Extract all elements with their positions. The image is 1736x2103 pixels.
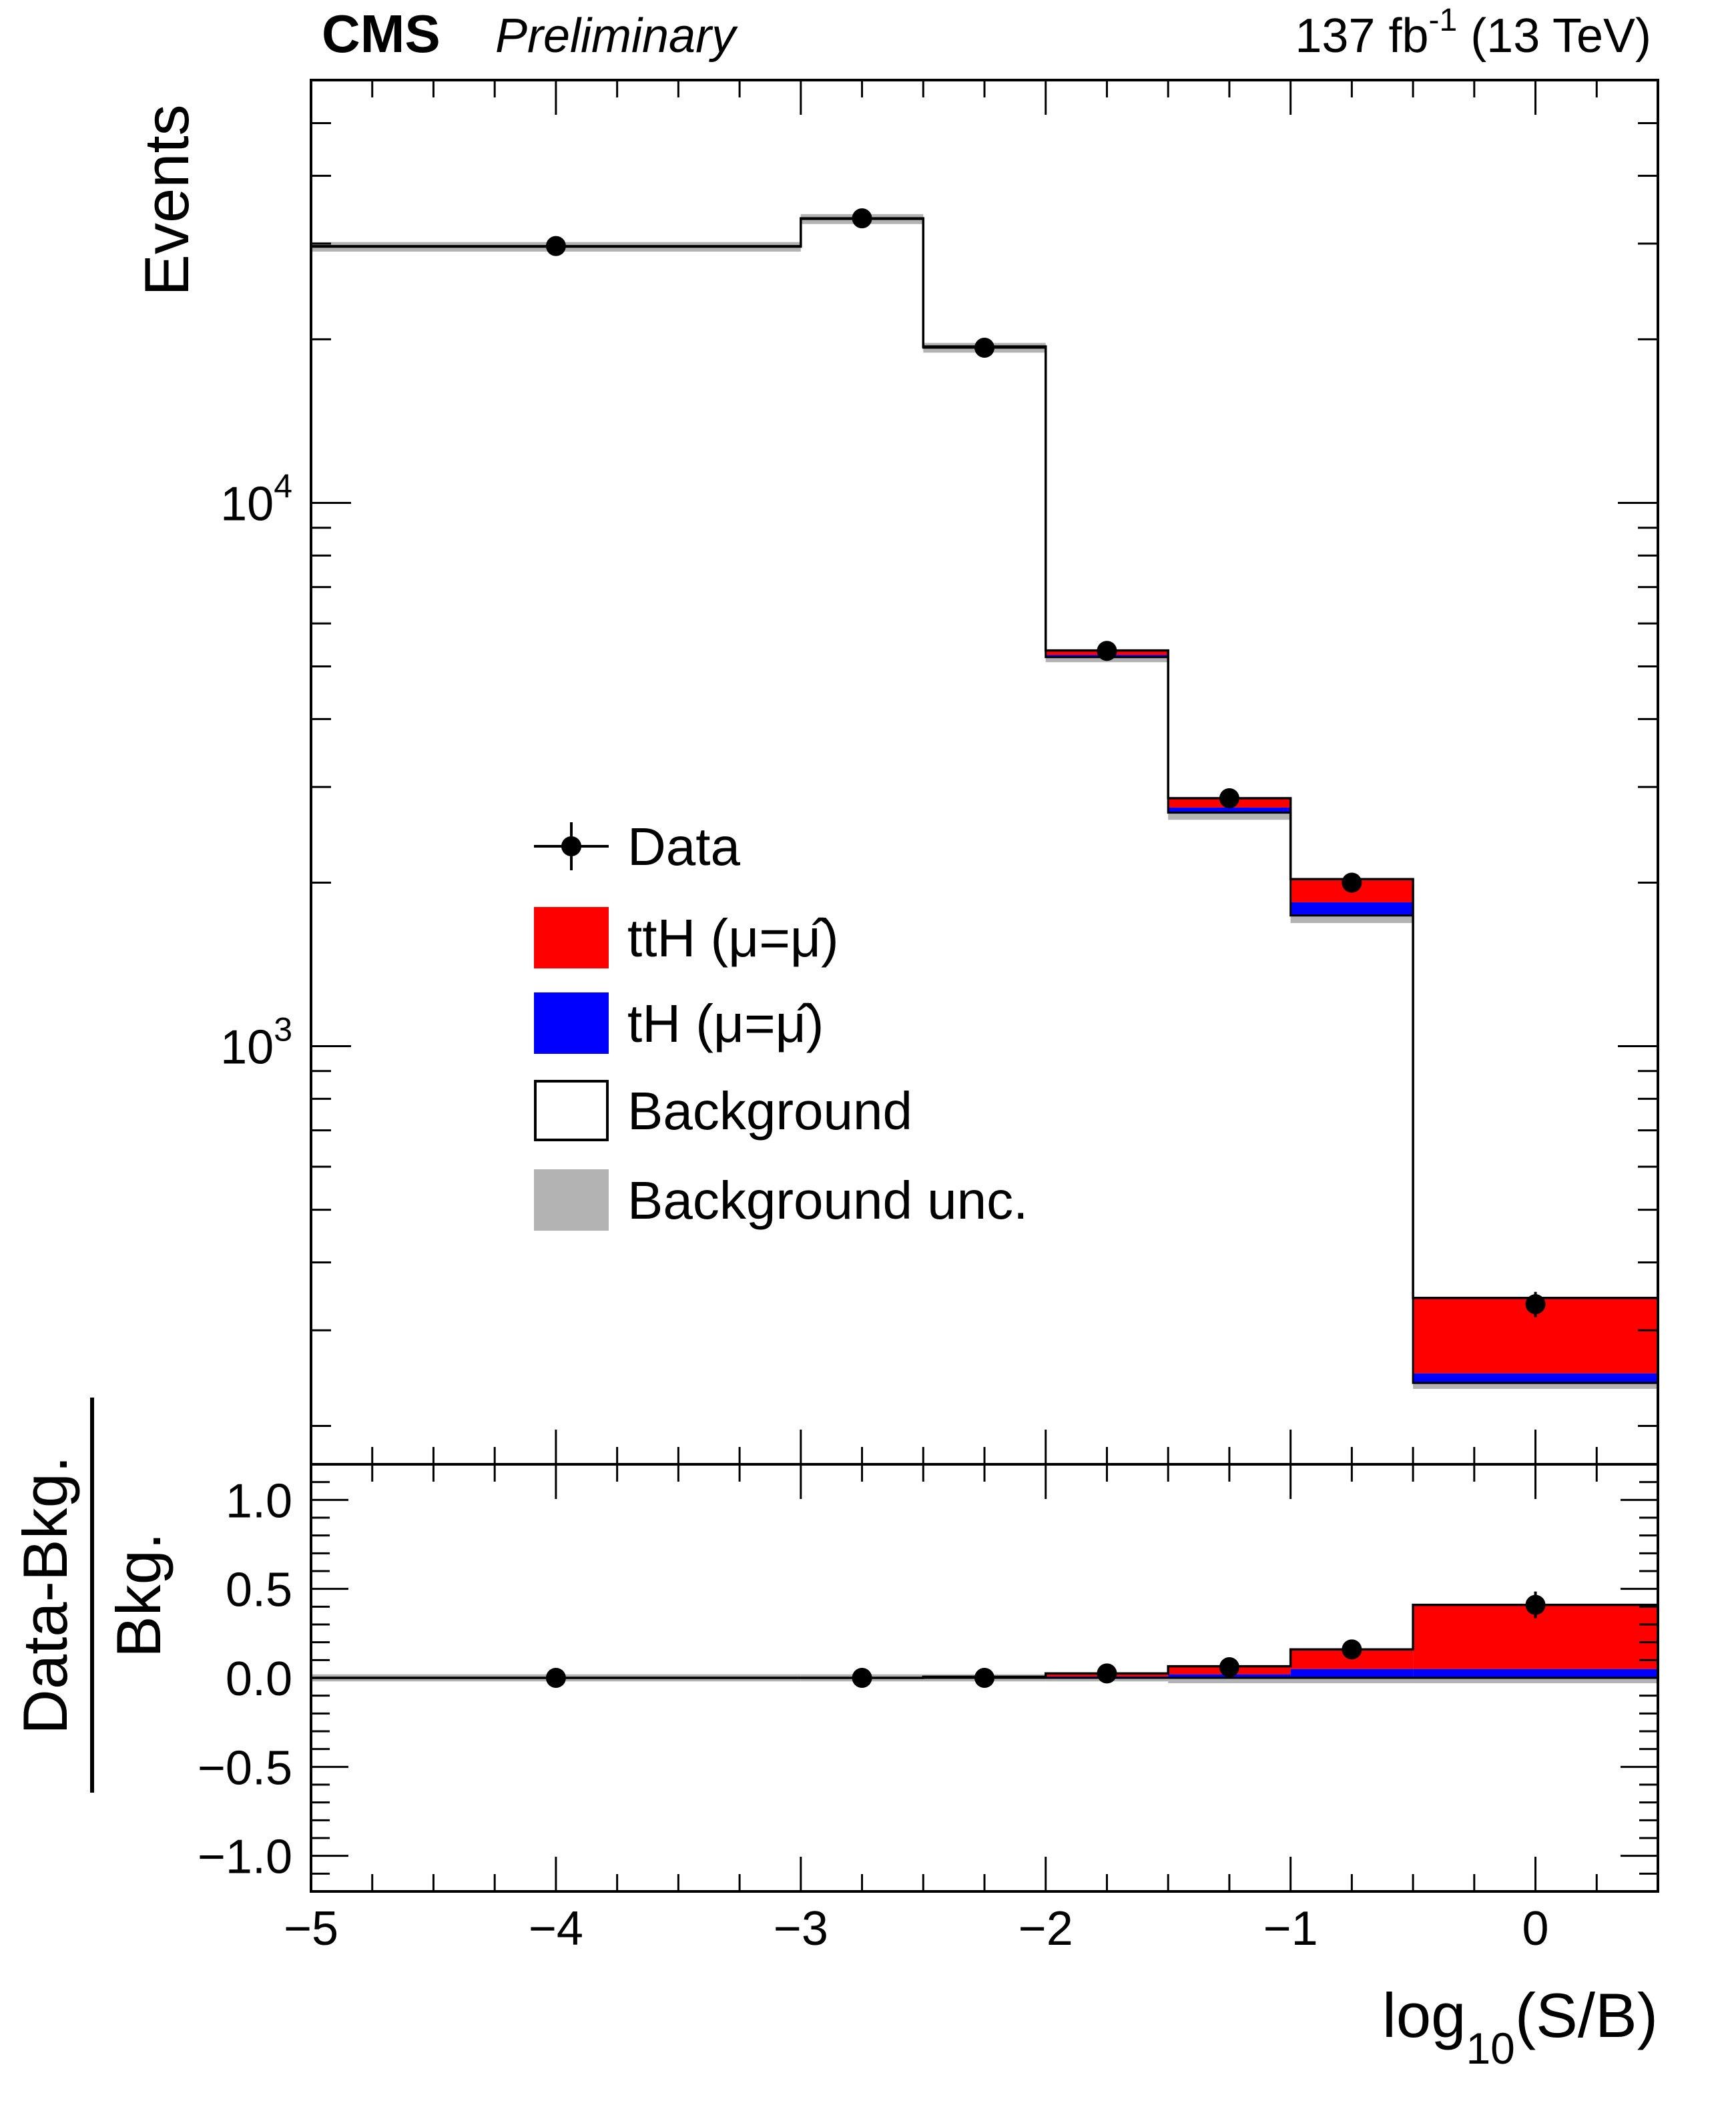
ratio-data-point	[1525, 1594, 1546, 1615]
data-point	[545, 236, 566, 256]
ratio-plot-frame	[310, 1463, 1659, 1893]
ratio-data-point	[1097, 1663, 1117, 1684]
legend-background-swatch	[534, 1080, 609, 1141]
main-fills	[311, 214, 1658, 1390]
legend-data-label: Data	[627, 817, 740, 876]
legend-tth-swatch	[534, 907, 609, 968]
legend-unc-swatch	[534, 1169, 609, 1231]
ratio-data-point	[545, 1668, 566, 1688]
ratio-y-tick-labels: −1.0 −0.5 0.0 0.5 1.0	[198, 1474, 292, 1883]
status-label: Preliminary	[495, 9, 738, 63]
ratio-y-tick-label: 1.0	[226, 1474, 292, 1528]
x-tick-label: −3	[774, 1902, 828, 1956]
ratio-ylabel-denominator: Bkg.	[103, 1532, 174, 1658]
ratio-y-tick-label: 0.0	[226, 1653, 292, 1706]
ratio-data-point	[852, 1668, 872, 1688]
main-plot-frame	[310, 79, 1659, 1466]
th-bar	[1290, 902, 1414, 916]
x-tick-label: −2	[1019, 1902, 1073, 1956]
ratio-th-bar	[1290, 1669, 1414, 1678]
x-tick-label: −4	[529, 1902, 583, 1956]
data-point	[1525, 1294, 1546, 1315]
x-tick-label: 0	[1522, 1902, 1549, 1956]
total-step-line	[311, 217, 1658, 1299]
ratio-signal-step-line	[311, 1603, 1658, 1679]
ratio-data-point	[1342, 1639, 1362, 1660]
main-steps	[311, 217, 1659, 1464]
data-point	[974, 338, 994, 358]
data-point	[1342, 872, 1362, 893]
ratio-y-tick-label: −0.5	[198, 1741, 292, 1795]
ratio-y-axis-title: Data-Bkg. Bkg.	[10, 1398, 174, 1793]
x-tick-labels: −5 −4 −3 −2 −1 0	[284, 1902, 1549, 1956]
data-point	[852, 208, 872, 229]
main-y-tick-label: 104	[220, 467, 292, 531]
background-step-line	[311, 218, 1659, 1464]
legend-unc-label: Background unc.	[627, 1171, 1028, 1230]
data-point	[1097, 641, 1117, 661]
th-bar	[1413, 1373, 1658, 1384]
ratio-data-point	[974, 1668, 994, 1688]
luminosity-label: 137 fb-1 (13 TeV)	[1295, 3, 1651, 63]
x-tick-label: −1	[1263, 1902, 1318, 1956]
legend-data-marker	[561, 836, 581, 856]
legend-background-label: Background	[627, 1081, 912, 1141]
ratio-y-tick-label: −1.0	[198, 1831, 292, 1884]
legend: Data ttH (μ=μ̂) tH (μ=μ̂) Background Backgro…	[534, 817, 1028, 1231]
main-y-tick-label: 103	[220, 1011, 292, 1075]
main-data-points	[545, 208, 1546, 1317]
legend-th-swatch	[534, 992, 609, 1054]
data-point	[1219, 788, 1239, 809]
x-tick-label: −5	[284, 1902, 338, 1956]
th-bar	[1168, 807, 1291, 813]
main-y-tick-labels: 103 104	[220, 467, 292, 1074]
ratio-data-point	[1219, 1657, 1239, 1677]
x-axis-title: log10(S/B)	[1382, 1980, 1658, 2073]
ratio-th-bar	[1413, 1669, 1658, 1678]
y-axis-title: Events	[131, 104, 202, 296]
legend-th-label: tH (μ=μ̂)	[627, 994, 824, 1053]
ratio-ylabel-numerator: Data-Bkg.	[10, 1456, 80, 1735]
ratio-y-tick-label: 0.5	[226, 1564, 292, 1617]
experiment-label: CMS	[322, 4, 441, 63]
main-axis-ticks	[310, 79, 1659, 1464]
ratio-data-points	[545, 1591, 1546, 1688]
legend-tth-label: ttH (μ=μ̂)	[627, 908, 839, 968]
